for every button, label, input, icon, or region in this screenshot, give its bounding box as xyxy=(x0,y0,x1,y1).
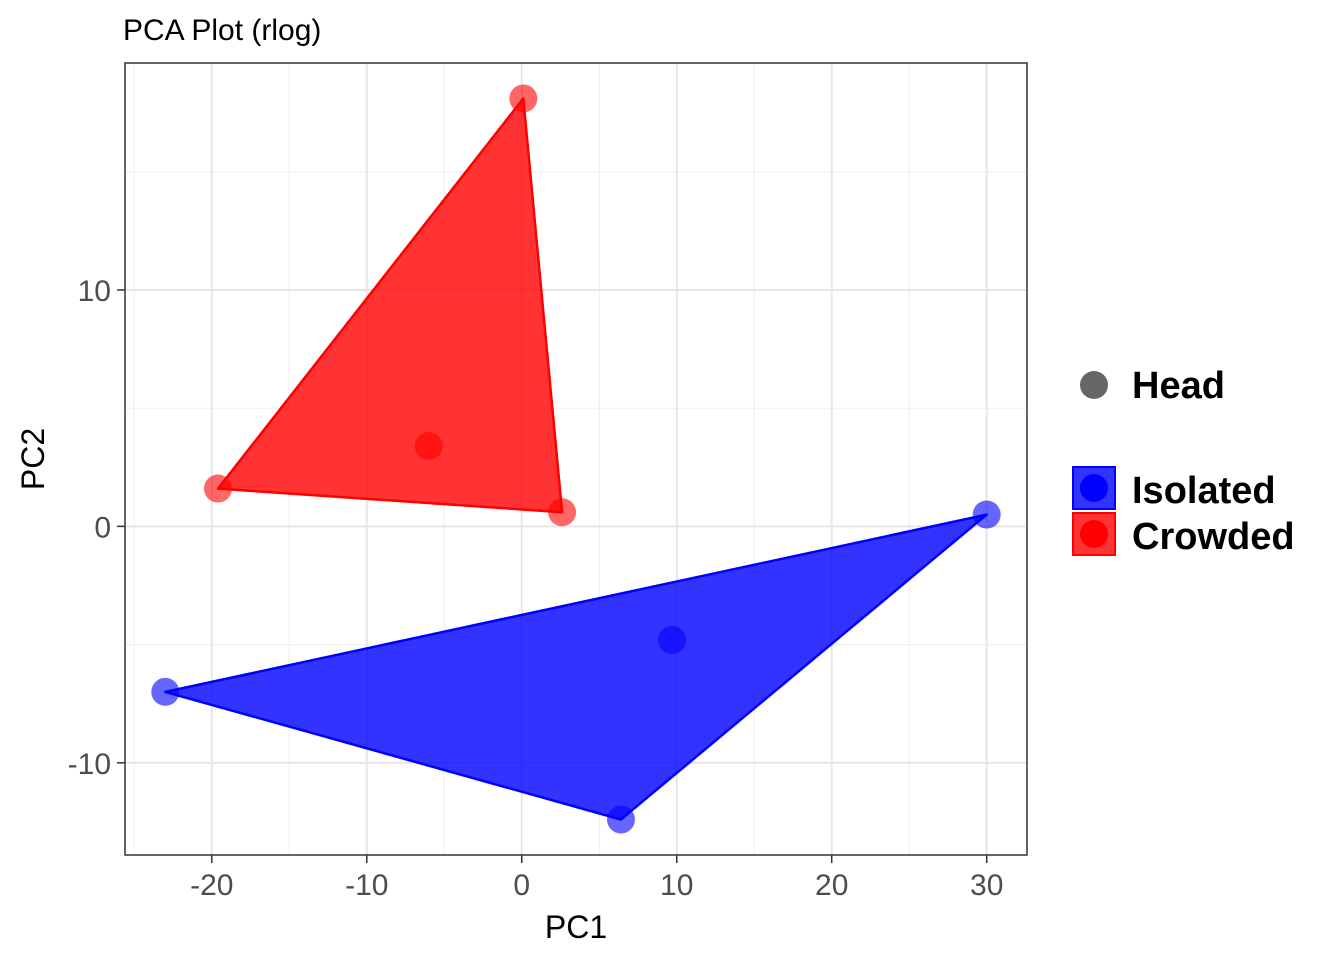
legend-key-isolated-dot xyxy=(1080,474,1108,502)
legend-key-crowded-dot xyxy=(1080,520,1108,548)
legend: Head Isolated Crowded xyxy=(1072,365,1295,558)
chart-title: PCA Plot (rlog) xyxy=(123,14,321,47)
x-tick-label: -20 xyxy=(190,869,233,902)
data-points xyxy=(151,84,1001,834)
x-tick-label: 30 xyxy=(970,869,1003,902)
data-point-isolated xyxy=(972,500,1001,529)
legend-label-crowded: Crowded xyxy=(1132,516,1295,558)
legend-shape-key-head xyxy=(1080,371,1108,399)
data-point-crowded xyxy=(509,84,538,113)
hull-isolated xyxy=(164,513,988,821)
data-point-isolated xyxy=(606,805,635,834)
legend-label-isolated: Isolated xyxy=(1132,470,1276,512)
group-hulls xyxy=(164,97,988,821)
plot-border xyxy=(124,62,1028,856)
y-tick-label: -10 xyxy=(68,748,111,781)
y-tick-label: 0 xyxy=(94,511,111,544)
data-point-isolated xyxy=(151,677,180,706)
x-axis: -20 -10 0 10 20 30 xyxy=(190,855,1003,902)
hull-crowded xyxy=(216,97,564,514)
data-point-crowded xyxy=(203,474,232,503)
x-tick-label: 10 xyxy=(660,869,693,902)
data-point-crowded xyxy=(548,498,577,527)
legend-label-head: Head xyxy=(1132,365,1225,407)
y-tick-label: 10 xyxy=(78,275,111,308)
y-axis-title: PC2 xyxy=(15,428,51,490)
x-tick-label: 0 xyxy=(513,869,530,902)
x-axis-title: PC1 xyxy=(545,909,607,945)
data-point-crowded xyxy=(414,431,443,460)
x-tick-label: 20 xyxy=(815,869,848,902)
data-point-isolated xyxy=(658,625,687,654)
y-axis: -10 0 10 xyxy=(68,275,125,781)
plot-area xyxy=(124,62,1028,856)
x-tick-label: -10 xyxy=(345,869,388,902)
